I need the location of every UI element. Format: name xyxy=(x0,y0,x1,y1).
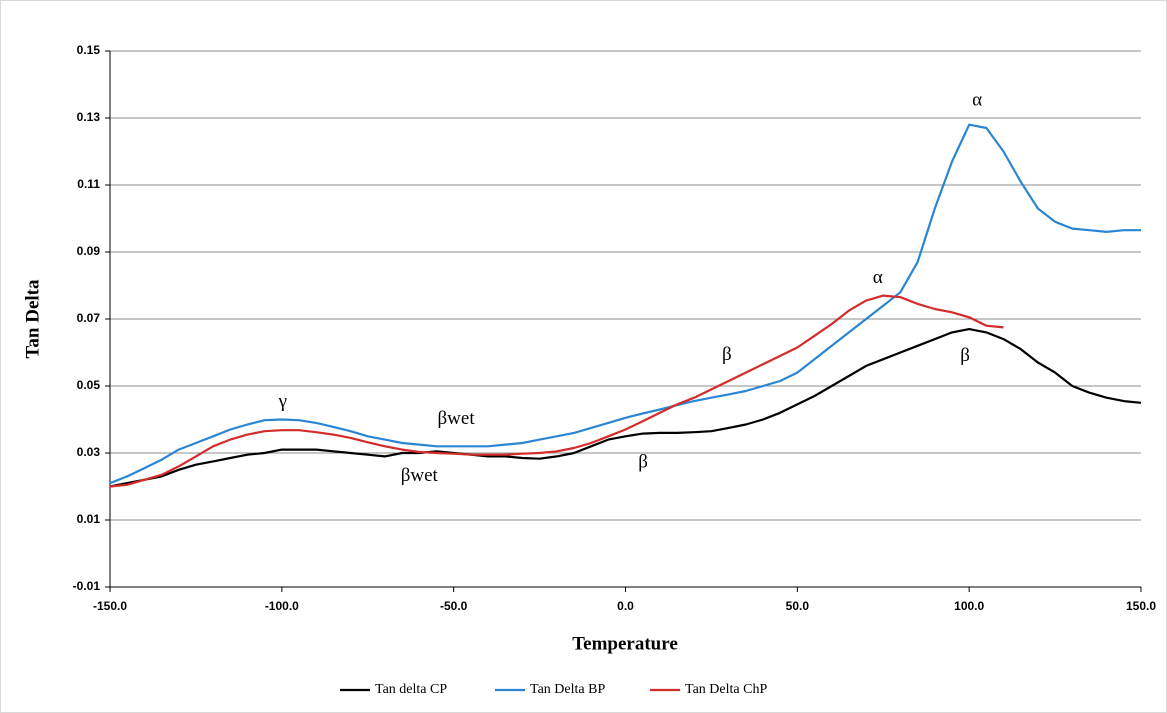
annotation: β xyxy=(722,344,732,365)
y-tick-label: 0.11 xyxy=(77,177,100,191)
y-tick-label: 0.05 xyxy=(77,378,101,392)
x-axis-title: Temperature xyxy=(572,633,678,654)
data-line xyxy=(109,328,1142,488)
data-line xyxy=(109,123,1141,485)
x-tick-label: -50.0 xyxy=(440,599,468,613)
x-tick-label: -100.0 xyxy=(265,599,299,613)
annotation: γ xyxy=(278,391,287,412)
legend-label: Tan Delta BP xyxy=(530,682,605,697)
x-tick-label: 50.0 xyxy=(786,599,810,613)
y-tick-label: 0.01 xyxy=(77,512,101,526)
data-line xyxy=(109,294,1004,488)
x-tick-label: 100.0 xyxy=(954,599,984,613)
legend-label: Tan Delta ChP xyxy=(685,682,767,697)
y-tick-label: 0.03 xyxy=(77,445,101,459)
y-axis-title: Tan Delta xyxy=(22,279,43,359)
y-tick-label: 0.13 xyxy=(77,110,101,124)
y-tick-label: 0.09 xyxy=(77,244,101,258)
annotation: β xyxy=(638,451,648,472)
annotation: βwet xyxy=(401,465,439,486)
x-tick-label: 0.0 xyxy=(617,599,634,613)
annotation: β xyxy=(960,345,970,366)
y-tick-label: 0.07 xyxy=(77,311,101,325)
annotation: α xyxy=(972,90,982,111)
y-tick-label: 0.15 xyxy=(77,43,101,57)
x-tick-label: 150.0 xyxy=(1126,599,1156,613)
y-tick-label: -0.01 xyxy=(73,579,101,593)
legend-label: Tan delta CP xyxy=(375,682,447,697)
annotation: α xyxy=(873,267,883,288)
x-tick-label: -150.0 xyxy=(93,599,127,613)
annotation: βwet xyxy=(438,408,476,429)
